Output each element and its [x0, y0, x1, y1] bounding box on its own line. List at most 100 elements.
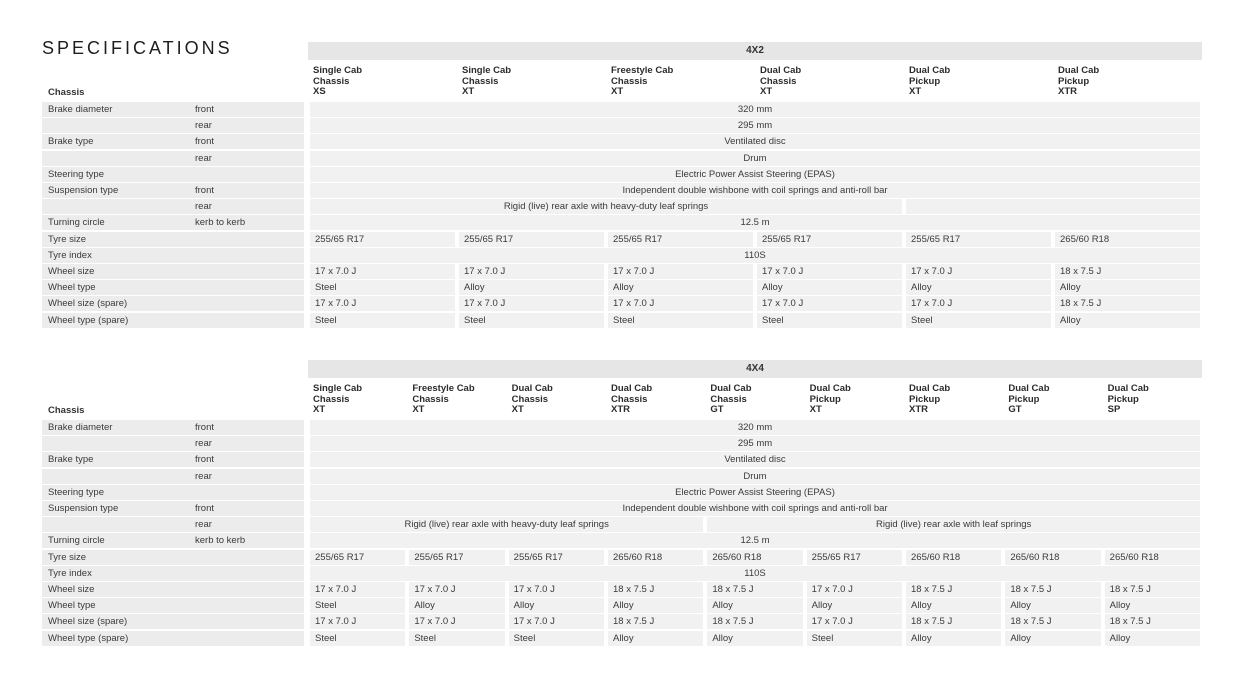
row-label: rear — [42, 436, 304, 452]
table-cell: 12.5 m — [310, 533, 1200, 549]
table-cell: 18 x 7.5 J — [707, 582, 803, 597]
row-label-main: Wheel type — [48, 600, 96, 612]
row-label-sub: front — [195, 104, 215, 115]
table-cell: Steel — [409, 630, 505, 646]
row-label: Suspension type front — [42, 183, 304, 198]
table-cell: 18 x 7.5 J — [608, 582, 704, 597]
spec-table-4x2: 4X2 Chassis Single Cab Chassis XS Single Cab C… — [42, 42, 1202, 332]
table-cell: 18 x 7.5 J — [1104, 582, 1200, 597]
table-cell: Alloy — [806, 598, 902, 614]
column-header-line: XT — [809, 404, 822, 415]
column-header-line: Chassis — [710, 393, 747, 405]
table-cell — [906, 199, 1200, 215]
table-row: Brake diameter front 320 mm — [42, 420, 1202, 436]
table-cell: 17 x 7.0 J — [508, 614, 604, 630]
column-header: Dual Cab Chassis XT — [512, 383, 553, 416]
table-cell: Drum — [310, 468, 1200, 484]
row-label: Turning circle kerb to kerb — [42, 215, 304, 231]
row-label: rear — [42, 150, 304, 166]
column-header-line: Dual Cab — [1107, 383, 1149, 394]
section-label: Chassis — [48, 405, 85, 416]
column-header-line: XT — [313, 404, 326, 415]
column-header-line: Single Cab — [462, 65, 512, 76]
table-cell: Alloy — [1005, 598, 1101, 614]
group-header: 4X2 — [308, 42, 1202, 60]
column-header-line: Pickup — [809, 393, 841, 405]
table-cell: 320 mm — [310, 420, 1200, 435]
column-header-line: XS — [313, 86, 326, 97]
column-header: Dual Cab Pickup XT — [909, 65, 950, 98]
row-label: Brake type front — [42, 134, 304, 150]
table-cell: Drum — [310, 150, 1200, 166]
column-header-line: Dual Cab — [909, 383, 951, 394]
column-header-line: Dual Cab — [1058, 65, 1100, 76]
table-cell: 17 x 7.0 J — [608, 264, 753, 279]
column-header-line: Freestyle Cab — [611, 65, 674, 76]
column-header: Dual Cab Pickup SP — [1107, 383, 1149, 416]
table-cell: 17 x 7.0 J — [310, 296, 455, 312]
table-cell: Alloy — [608, 280, 753, 296]
table-cell: Independent double wishbone with coil sp… — [310, 501, 1200, 516]
row-label-sub: front — [195, 185, 215, 196]
column-header: Dual Cab Pickup XT — [809, 383, 851, 416]
row-label: Brake diameter front — [42, 102, 304, 117]
table-cell: Independent double wishbone with coil sp… — [310, 183, 1200, 198]
row-label-main: Tyre size — [48, 551, 87, 563]
table-cell: Steel — [806, 630, 902, 646]
table-cell: 12.5 m — [310, 215, 1200, 231]
table-cell: Ventilated disc — [310, 452, 1200, 468]
table-cell: 17 x 7.0 J — [757, 264, 902, 279]
group-header: 4X4 — [308, 360, 1202, 378]
table-cell: Steel — [608, 312, 753, 328]
table-cell: Alloy — [757, 280, 902, 296]
table-cell: Steel — [310, 630, 406, 646]
column-header-line: XT — [462, 86, 475, 97]
table-cell: 265/60 R18 — [1104, 549, 1200, 565]
spec-table-4x4: 4X4 Chassis Single Cab Chassis XT Freestyle C… — [42, 360, 1202, 650]
row-label-main: Wheel type (spare) — [48, 632, 129, 644]
table-cell: 295 mm — [310, 436, 1200, 452]
row-label-main: Suspension type — [48, 503, 119, 514]
column-header: Single Cab Chassis XT — [462, 65, 512, 98]
table-row: Suspension type front Independent double w… — [42, 183, 1202, 199]
table-row: Wheel type (spare) Steel Steel Steel Steel St… — [42, 312, 1202, 329]
table-cell: 295 mm — [310, 118, 1200, 134]
table-row: Wheel size (spare) 17 x 7.0 J 17 x 7.0 J 17… — [42, 614, 1202, 630]
column-header-line: SP — [1107, 404, 1121, 415]
row-label-main: Wheel size (spare) — [48, 616, 128, 628]
row-label-sub: rear — [195, 438, 212, 450]
table-cell: Alloy — [906, 598, 1002, 614]
row-label-sub: rear — [195, 470, 212, 482]
table-cell: 255/65 R17 — [310, 231, 455, 247]
column-header-line: Pickup — [909, 75, 941, 87]
table-cell: Alloy — [906, 280, 1051, 296]
column-header-line: GT — [710, 404, 724, 415]
table-row: rear Rigid (live) rear axle with heavy-du… — [42, 517, 1202, 533]
row-label: Turning circle kerb to kerb — [42, 533, 304, 549]
table-cell: 17 x 7.0 J — [508, 582, 604, 597]
table-cell: 18 x 7.5 J — [1055, 264, 1200, 279]
row-label-sub: front — [195, 422, 215, 433]
table-cell: Electric Power Assist Steering (EPAS) — [310, 166, 1200, 182]
table-cell: 255/65 R17 — [459, 231, 604, 247]
table-cell: 17 x 7.0 J — [906, 296, 1051, 312]
column-header-line: Dual Cab — [1008, 383, 1050, 394]
column-header-line: Chassis — [611, 75, 648, 87]
column-header-line: Pickup — [1058, 75, 1090, 87]
row-label-main: Brake type — [48, 136, 94, 148]
table-row: Tyre index 110S — [42, 565, 1202, 582]
table-cell: 17 x 7.0 J — [459, 296, 604, 312]
column-header-line: Dual Cab — [611, 383, 653, 394]
table-row: Wheel size 17 x 7.0 J 17 x 7.0 J 17 x 7.0 J… — [42, 582, 1202, 598]
table-cell: Rigid (live) rear axle with heavy-duty l… — [310, 517, 704, 533]
column-header-line: XT — [412, 404, 425, 415]
table-cell: 18 x 7.5 J — [1005, 614, 1101, 630]
table-cell: 265/60 R18 — [608, 549, 704, 565]
row-label-sub: front — [195, 503, 215, 514]
row-label-main: Tyre size — [48, 233, 87, 245]
table-row: Wheel size 17 x 7.0 J 17 x 7.0 J 17 x 7.0 J… — [42, 264, 1202, 280]
table-cell: Steel — [508, 630, 604, 646]
table-cell: 18 x 7.5 J — [1055, 296, 1200, 312]
table-cell: Alloy — [608, 598, 704, 614]
column-header-line: Pickup — [1008, 393, 1040, 405]
